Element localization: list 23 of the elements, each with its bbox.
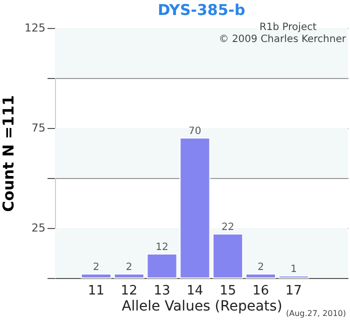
- x-tick-label: 13: [154, 284, 170, 298]
- y-axis-title: Count N =111: [0, 95, 18, 212]
- data-label: 70: [188, 126, 202, 137]
- x-tick-label: 11: [88, 284, 104, 298]
- data-label: 2: [258, 262, 264, 273]
- x-tick-label: 16: [252, 284, 270, 298]
- data-label: 22: [221, 222, 234, 233]
- y-tick-label: 75: [32, 122, 46, 134]
- y-tick-label: 125: [24, 22, 46, 34]
- x-tick-label: 14: [186, 284, 204, 298]
- annotation: © 2009 Charles Kerchner: [218, 34, 347, 45]
- text: (Aug.27, 2010): [286, 309, 346, 318]
- chart-title: DYS-385-b: [158, 1, 246, 19]
- data-label: 1: [290, 264, 297, 275]
- data-label: 2: [126, 262, 132, 273]
- x-tick-label: 17: [285, 284, 302, 298]
- data-label: 2: [92, 262, 100, 273]
- x-tick-label: 12: [120, 284, 138, 298]
- x-axis-title: Allele Values (Repeats): [122, 298, 282, 314]
- x-tick-label: 15: [220, 284, 236, 298]
- y-tick-label: 25: [32, 222, 46, 234]
- data-label: 12: [156, 242, 168, 253]
- annotation: R1b Project: [259, 22, 317, 33]
